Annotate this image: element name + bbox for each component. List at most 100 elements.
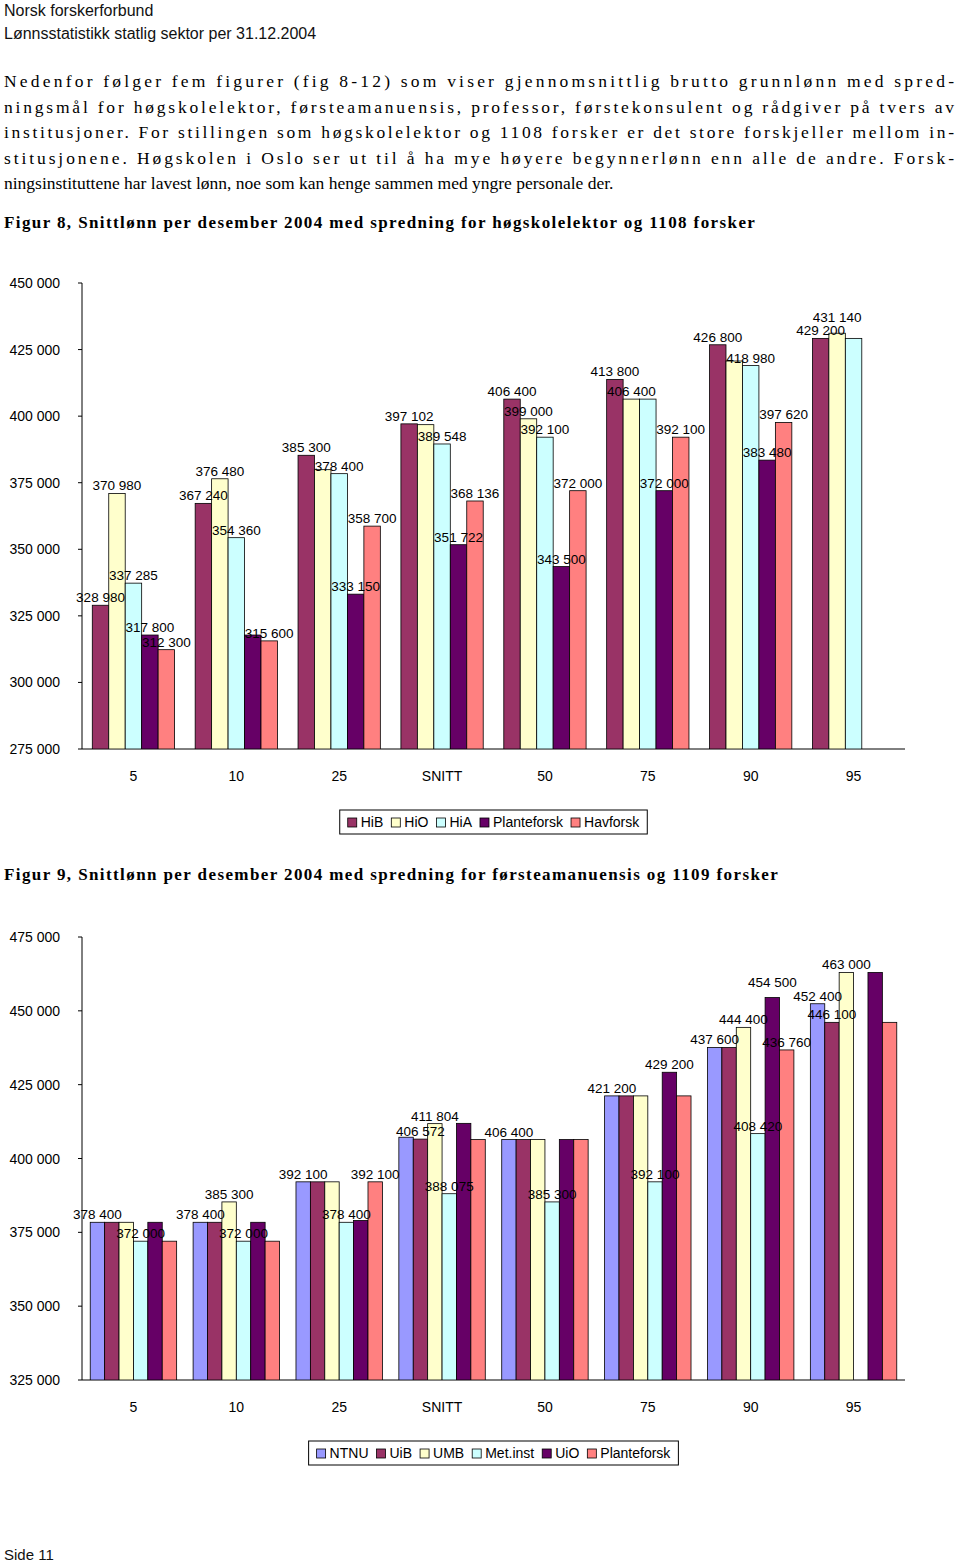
data-label: 378 400 <box>73 1207 122 1222</box>
legend-label: Met.inst <box>485 1445 534 1461</box>
y-tick <box>78 416 82 417</box>
data-label: 418 980 <box>726 351 775 366</box>
legend-swatch <box>348 818 357 827</box>
bar <box>148 1222 162 1380</box>
category-label: 5 <box>130 768 138 784</box>
bar <box>331 474 347 749</box>
y-tick <box>78 937 82 938</box>
legend-label: HiA <box>449 814 472 830</box>
bar <box>314 470 330 749</box>
data-label: 354 360 <box>212 523 261 538</box>
chart-title: Figur 9, Snittlønn per desember 2004 med… <box>4 865 779 884</box>
category-label: 95 <box>846 768 862 784</box>
bar <box>434 444 450 749</box>
y-tick-label: 350 000 <box>9 541 60 557</box>
legend-swatch <box>420 1449 429 1458</box>
bar <box>471 1140 485 1380</box>
data-label: 385 300 <box>282 440 331 455</box>
category-label: 25 <box>331 1399 347 1415</box>
data-labels: 312 300315 600317 800328 980333 150337 2… <box>76 310 861 649</box>
bar <box>456 1123 470 1380</box>
legend: NTNUUiBUMBMet.instUiOPlanteforsk <box>309 1441 679 1465</box>
chart: Figur 9, Snittlønn per desember 2004 med… <box>4 865 905 1465</box>
bar <box>516 1140 530 1380</box>
header-organization: Norsk forskerforbund <box>4 2 153 19</box>
data-label: 351 722 <box>434 530 483 545</box>
data-label: 392 100 <box>631 1167 680 1182</box>
legend-swatch <box>571 818 580 827</box>
bar <box>399 1137 413 1380</box>
bar <box>619 1096 633 1380</box>
legend-swatch <box>377 1449 386 1458</box>
bar <box>413 1139 427 1380</box>
legend-swatch <box>391 818 400 827</box>
category-label: 90 <box>743 1399 759 1415</box>
legend-swatch <box>436 818 445 827</box>
bars <box>90 972 897 1380</box>
bar <box>133 1241 147 1380</box>
page: Norsk forskerforbundLønnsstatistikk stat… <box>0 0 960 1565</box>
y-tick-label: 450 000 <box>9 1003 60 1019</box>
bar <box>656 491 672 749</box>
data-label: 370 980 <box>93 478 142 493</box>
bar <box>845 338 861 749</box>
bar <box>707 1047 721 1380</box>
bar <box>125 583 141 749</box>
intro-line: stitusjonene. Høgskolen i Oslo ser ut ti… <box>4 148 954 168</box>
data-label: 397 102 <box>385 409 434 424</box>
bar <box>531 1140 545 1380</box>
data-label: 397 620 <box>759 407 808 422</box>
legend-swatch <box>472 1449 481 1458</box>
data-label: 367 240 <box>179 488 228 503</box>
bar <box>401 424 417 749</box>
y-tick <box>78 283 82 284</box>
data-label: 452 400 <box>793 989 842 1004</box>
bar <box>417 425 433 749</box>
data-label: 454 500 <box>748 975 797 990</box>
legend-swatch <box>587 1449 596 1458</box>
bar <box>354 1221 368 1380</box>
bar <box>212 479 228 749</box>
data-label: 406 400 <box>607 384 656 399</box>
bar <box>623 399 639 749</box>
data-label: 368 136 <box>451 486 500 501</box>
bar <box>347 594 363 749</box>
bar <box>882 1022 896 1380</box>
bar <box>633 1096 647 1380</box>
y-tick-label: 475 000 <box>9 929 60 945</box>
data-label: 376 480 <box>195 464 244 479</box>
bar <box>251 1222 265 1380</box>
bar <box>245 635 261 749</box>
bar <box>442 1194 456 1380</box>
bar <box>504 399 520 749</box>
category-label: 50 <box>537 1399 553 1415</box>
data-label: 392 100 <box>279 1167 328 1182</box>
bar <box>640 399 656 749</box>
y-tick-label: 350 000 <box>9 1298 60 1314</box>
bar <box>559 1140 573 1380</box>
data-label: 317 800 <box>125 620 174 635</box>
intro-line: ningsmål for høgskolelektor, førsteamanu… <box>4 97 954 117</box>
y-tick-label: 275 000 <box>9 741 60 757</box>
y-tick <box>78 1010 82 1011</box>
data-label: 337 285 <box>109 568 158 583</box>
legend-label: HiO <box>404 814 428 830</box>
data-label: 333 150 <box>331 579 380 594</box>
bar <box>520 419 536 749</box>
y-tick-label: 425 000 <box>9 1077 60 1093</box>
bar <box>428 1124 442 1380</box>
y-tick-label: 325 000 <box>9 1372 60 1388</box>
category-label: 95 <box>846 1399 862 1415</box>
y-tick <box>78 1306 82 1307</box>
category-label: 5 <box>130 1399 138 1415</box>
y-tick <box>78 1084 82 1085</box>
bar <box>502 1140 516 1380</box>
intro-line: Nedenfor følger fem figurer (fig 8-12) s… <box>4 71 954 91</box>
data-label: 372 000 <box>116 1226 165 1241</box>
bar <box>726 361 742 749</box>
legend: HiBHiOHiAPlanteforskHavforsk <box>340 810 648 834</box>
data-label: 421 200 <box>587 1081 636 1096</box>
legend-label: UMB <box>433 1445 464 1461</box>
data-label: 372 000 <box>219 1226 268 1241</box>
data-label: 385 300 <box>205 1187 254 1202</box>
